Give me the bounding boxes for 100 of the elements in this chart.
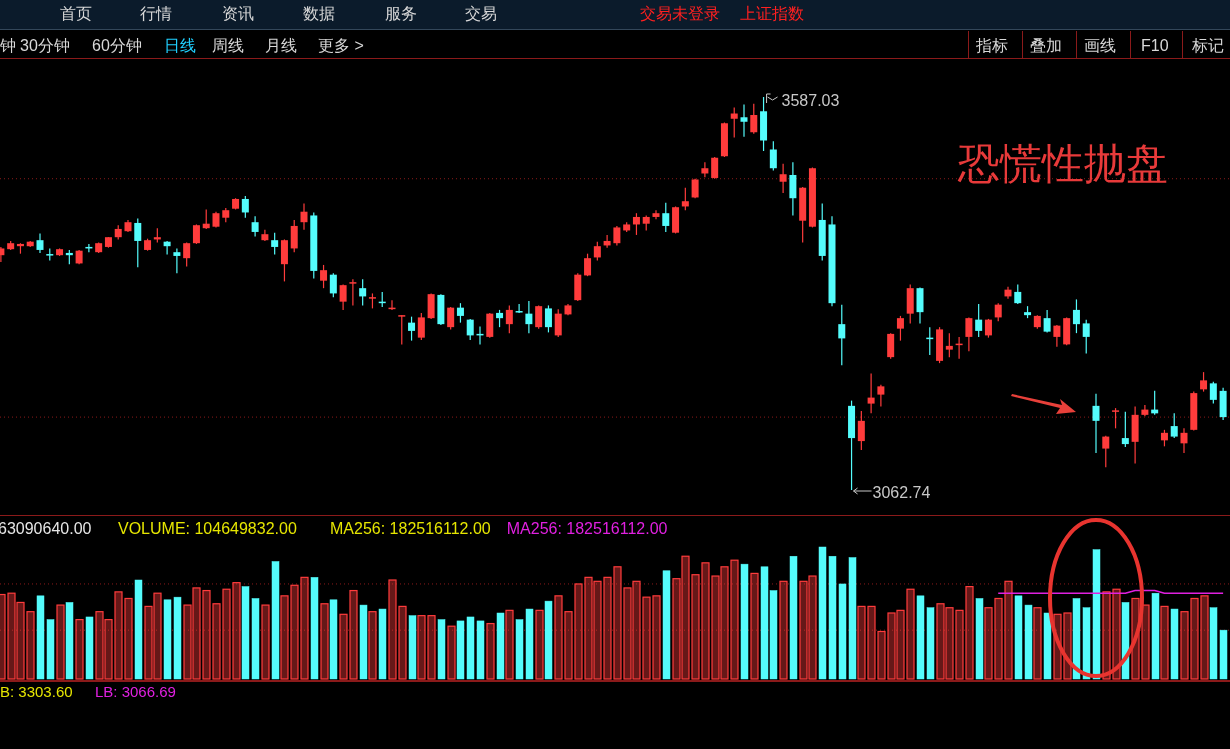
bar: [975, 598, 984, 680]
bar: [681, 555, 690, 680]
bar: [867, 605, 876, 680]
bar: [789, 555, 798, 680]
bar: [202, 589, 211, 680]
text: 行情: [140, 5, 172, 22]
text: 更多 >: [318, 37, 364, 54]
bar: [144, 605, 153, 680]
text: 叠加: [1030, 37, 1062, 54]
bar: [544, 600, 553, 680]
bar: [945, 607, 954, 680]
text: F10: [1141, 37, 1169, 54]
bar: [574, 583, 583, 680]
bar: [1033, 607, 1042, 680]
bar: [779, 580, 788, 680]
text: MA256: 182516112.00: [330, 520, 491, 537]
bar: [1151, 592, 1160, 680]
bar: [857, 605, 866, 680]
bar: [398, 605, 407, 680]
bar: [613, 566, 622, 680]
bar: [212, 603, 221, 680]
text: 资讯: [222, 5, 254, 22]
bar: [85, 616, 94, 680]
text: B: 3303.60: [0, 683, 73, 700]
bar: [124, 597, 133, 680]
bar: [984, 607, 993, 680]
bar: [906, 588, 915, 680]
annotation: 3587.03: [781, 92, 840, 109]
bar: [329, 599, 338, 680]
text: 指标: [975, 37, 1008, 54]
bar: [711, 575, 720, 680]
bar: [114, 591, 123, 680]
bar: [349, 589, 358, 680]
text: 60分钟: [92, 37, 142, 54]
bar: [603, 576, 612, 680]
bar: [1200, 595, 1209, 680]
bar: [280, 595, 289, 680]
bar: [720, 566, 729, 680]
bar: [271, 561, 280, 680]
bar: [408, 615, 417, 680]
bar: [584, 576, 593, 680]
text: 首页: [60, 5, 92, 22]
bar: [290, 584, 299, 680]
annotation: 3062.74: [872, 484, 931, 501]
bar: [427, 615, 436, 680]
text: MA256: 182516112.00: [506, 520, 668, 537]
bar: [1141, 604, 1150, 680]
bar: [486, 622, 495, 680]
bar: [320, 603, 329, 680]
bar: [388, 579, 397, 680]
bar: [300, 576, 309, 680]
bar: [310, 577, 319, 680]
bar: [691, 574, 700, 680]
text: 周线: [212, 37, 244, 54]
bar: [437, 619, 446, 680]
text: 月线: [265, 37, 297, 54]
bar: [564, 611, 573, 680]
bar: [447, 625, 456, 680]
bar: [378, 608, 387, 680]
text: 画线: [1084, 37, 1116, 54]
bar: [593, 580, 602, 680]
bar: [1180, 611, 1189, 680]
bar: [965, 586, 974, 680]
bar: [554, 595, 563, 680]
bar: [994, 597, 1003, 680]
bar: [1160, 605, 1169, 680]
text: 交易未登录: [640, 5, 720, 22]
bar: [183, 604, 192, 680]
bar: [505, 609, 514, 680]
bar: [153, 592, 162, 680]
annotation: 恐慌性抛盘: [957, 141, 1168, 187]
bar: [65, 602, 74, 680]
bar: [955, 609, 964, 680]
bar: [701, 562, 710, 680]
bar: [1190, 597, 1199, 680]
text: 标记: [1191, 37, 1224, 54]
bar: [887, 612, 896, 680]
bar: [222, 588, 231, 680]
bar: [7, 592, 16, 680]
bar: [1170, 608, 1179, 680]
bar: [936, 603, 945, 680]
bar: [1121, 602, 1130, 680]
text: LB: 3066.69: [95, 683, 176, 700]
bar: [134, 579, 143, 680]
bar: [808, 575, 817, 680]
bar: [1004, 580, 1013, 680]
bar: [56, 604, 65, 680]
bar: [799, 580, 808, 680]
bar: [535, 609, 544, 680]
text: 30分钟: [20, 37, 70, 54]
bar: [104, 619, 113, 680]
bar: [1043, 612, 1052, 680]
bar: [896, 609, 905, 680]
bar: [368, 611, 377, 680]
bar: [339, 613, 348, 680]
bar: [26, 611, 35, 680]
bar: [1102, 591, 1111, 680]
text: VOLUME: 104649832.00: [118, 520, 297, 537]
bar: [642, 596, 651, 680]
bar: [232, 582, 241, 680]
